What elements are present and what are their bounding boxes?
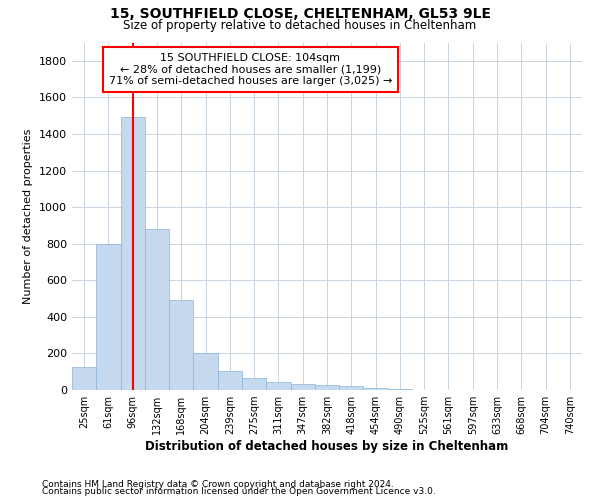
Text: 15, SOUTHFIELD CLOSE, CHELTENHAM, GL53 9LE: 15, SOUTHFIELD CLOSE, CHELTENHAM, GL53 9… [110,8,491,22]
Bar [72,367,96,390]
Y-axis label: Number of detached properties: Number of detached properties [23,128,34,304]
Bar [266,382,290,390]
Bar [145,229,169,390]
Bar [242,378,266,390]
Text: Contains public sector information licensed under the Open Government Licence v3: Contains public sector information licen… [42,488,436,496]
Bar [364,388,388,390]
Bar [315,384,339,390]
Bar [218,371,242,390]
Text: Contains HM Land Registry data © Crown copyright and database right 2024.: Contains HM Land Registry data © Crown c… [42,480,394,489]
Bar [96,244,121,390]
Text: 15 SOUTHFIELD CLOSE: 104sqm
← 28% of detached houses are smaller (1,199)
71% of : 15 SOUTHFIELD CLOSE: 104sqm ← 28% of det… [109,53,392,86]
Bar [169,300,193,390]
X-axis label: Distribution of detached houses by size in Cheltenham: Distribution of detached houses by size … [145,440,509,453]
Bar [193,352,218,390]
Bar [121,118,145,390]
Bar [339,386,364,390]
Text: Size of property relative to detached houses in Cheltenham: Size of property relative to detached ho… [124,18,476,32]
Bar [290,384,315,390]
